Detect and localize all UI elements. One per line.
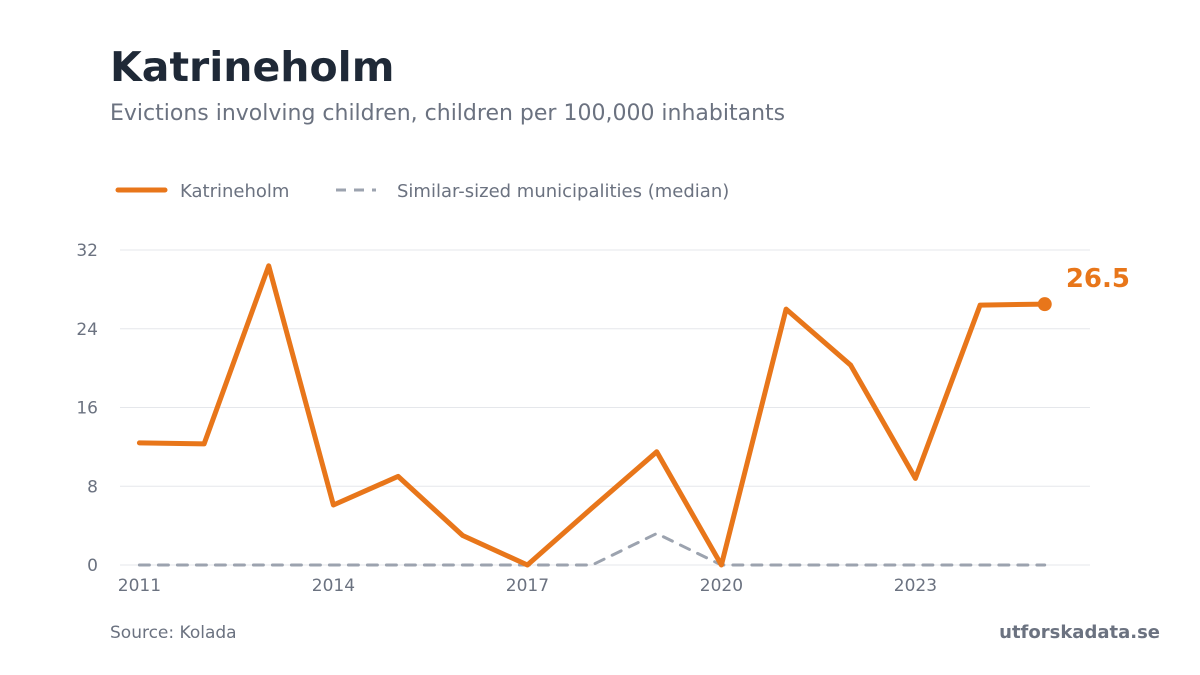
chart-subtitle: Evictions involving children, children p… bbox=[110, 101, 786, 126]
brand-link[interactable]: utforskadata.se bbox=[999, 622, 1160, 643]
x-tick-label: 2014 bbox=[312, 576, 355, 596]
y-axis: 0 8 16 24 32 bbox=[76, 241, 98, 576]
end-point-marker bbox=[1037, 297, 1052, 312]
x-tick-label: 2011 bbox=[118, 576, 161, 596]
legend-label-katrineholm: Katrineholm bbox=[180, 181, 289, 202]
y-tick-label: 32 bbox=[76, 241, 98, 261]
y-tick-label: 16 bbox=[76, 399, 98, 419]
x-axis: 2011 2014 2017 2020 2023 bbox=[118, 576, 937, 596]
x-tick-label: 2020 bbox=[700, 576, 743, 596]
y-tick-label: 0 bbox=[87, 556, 98, 576]
source-note: Source: Kolada bbox=[110, 623, 237, 643]
series-line-median bbox=[137, 532, 1047, 567]
legend-label-median: Similar-sized municipalities (median) bbox=[397, 181, 729, 202]
annotations: 26.5 bbox=[1037, 264, 1130, 312]
x-tick-label: 2017 bbox=[506, 576, 549, 596]
y-tick-label: 24 bbox=[76, 320, 98, 340]
legend: Katrineholm Similar-sized municipalities… bbox=[115, 181, 729, 202]
x-tick-label: 2023 bbox=[894, 576, 937, 596]
series-line-katrineholm bbox=[136, 263, 1048, 568]
y-tick-label: 8 bbox=[87, 477, 98, 497]
chart-title: Katrineholm bbox=[110, 43, 395, 91]
series bbox=[136, 263, 1048, 568]
end-value-label: 26.5 bbox=[1066, 264, 1130, 294]
